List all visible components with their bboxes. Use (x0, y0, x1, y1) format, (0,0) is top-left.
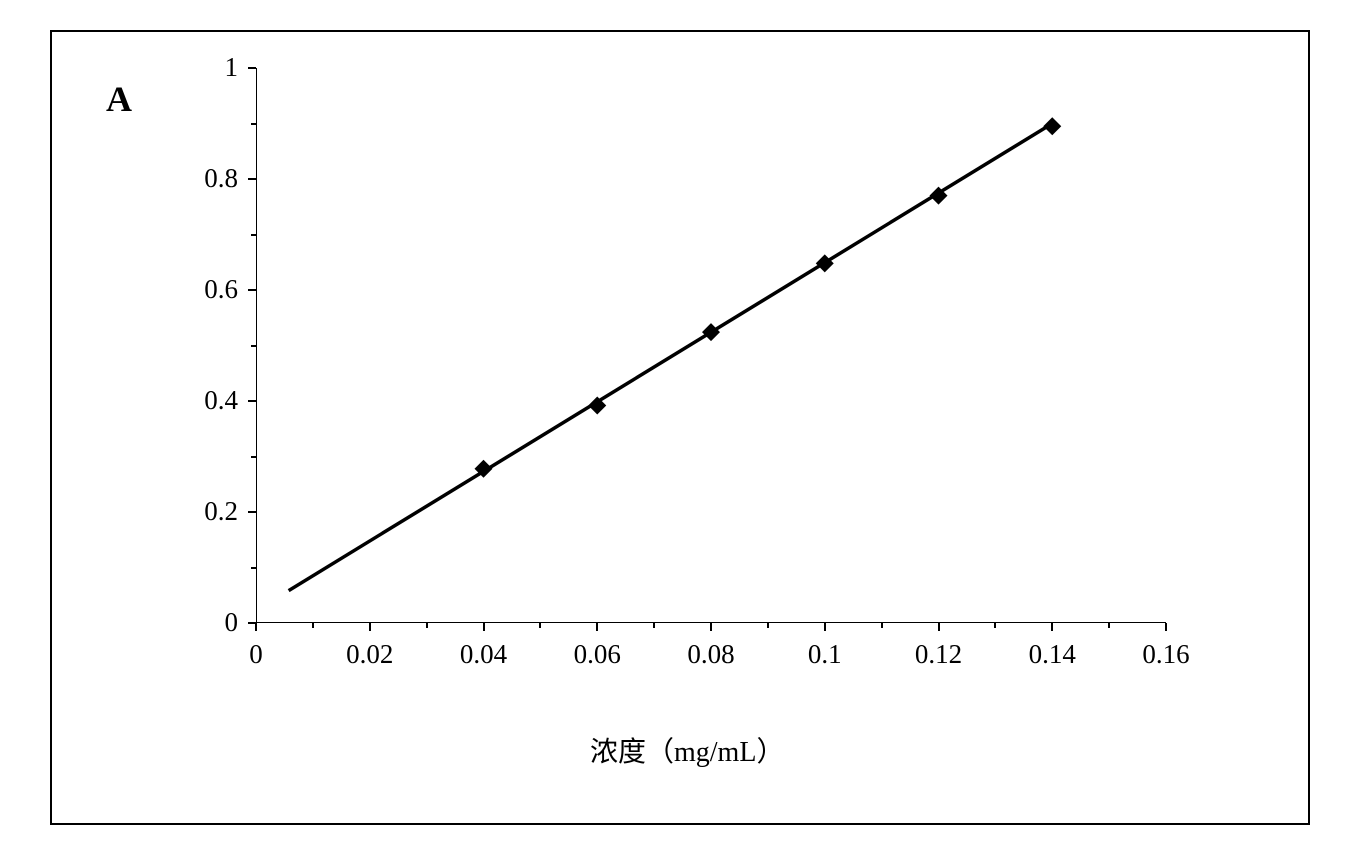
x-tick (369, 623, 371, 631)
x-tick (255, 623, 257, 631)
x-tick-label: 0.08 (687, 639, 734, 670)
x-tick (483, 623, 485, 631)
y-minor-tick (251, 234, 256, 236)
x-tick (938, 623, 940, 631)
x-minor-tick (539, 623, 541, 628)
chart-container: A 浓度（mg/mL） 0 0.2 0.4 0.6 0.8 1 0 0.02 0.04 0.06 0… (0, 0, 1350, 850)
y-tick-label: 0.6 (204, 274, 238, 305)
x-tick-label: 0 (249, 639, 263, 670)
x-minor-tick (426, 623, 428, 628)
data-point-marker (1043, 117, 1061, 135)
y-tick-label: 0.8 (204, 163, 238, 194)
y-tick (248, 178, 256, 180)
x-minor-tick (653, 623, 655, 628)
y-tick (248, 289, 256, 291)
x-tick (1051, 623, 1053, 631)
x-minor-tick (312, 623, 314, 628)
plot-svg (256, 68, 1166, 623)
plot-area (256, 68, 1166, 623)
x-tick (710, 623, 712, 631)
x-tick-label: 0.14 (1029, 639, 1076, 670)
y-tick (248, 67, 256, 69)
y-tick (248, 511, 256, 513)
y-tick-label: 0.2 (204, 496, 238, 527)
x-minor-tick (994, 623, 996, 628)
x-tick (1165, 623, 1167, 631)
x-tick-label: 0.04 (460, 639, 507, 670)
x-minor-tick (767, 623, 769, 628)
x-tick-label: 0.06 (574, 639, 621, 670)
y-minor-tick (251, 456, 256, 458)
x-tick (824, 623, 826, 631)
x-minor-tick (881, 623, 883, 628)
y-minor-tick (251, 567, 256, 569)
x-tick (596, 623, 598, 631)
y-axis-title: A (106, 78, 132, 120)
y-tick-label: 0 (225, 607, 239, 638)
y-minor-tick (251, 123, 256, 125)
y-tick (248, 400, 256, 402)
y-minor-tick (251, 345, 256, 347)
x-axis-title: 浓度（mg/mL） (590, 730, 784, 770)
x-minor-tick (1108, 623, 1110, 628)
x-tick-label: 0.16 (1142, 639, 1189, 670)
data-point-marker (702, 323, 720, 341)
x-tick-label: 0.02 (346, 639, 393, 670)
x-tick-label: 0.12 (915, 639, 962, 670)
x-tick-label: 0.1 (808, 639, 842, 670)
y-tick-label: 0.4 (204, 385, 238, 416)
y-tick-label: 1 (225, 52, 239, 83)
